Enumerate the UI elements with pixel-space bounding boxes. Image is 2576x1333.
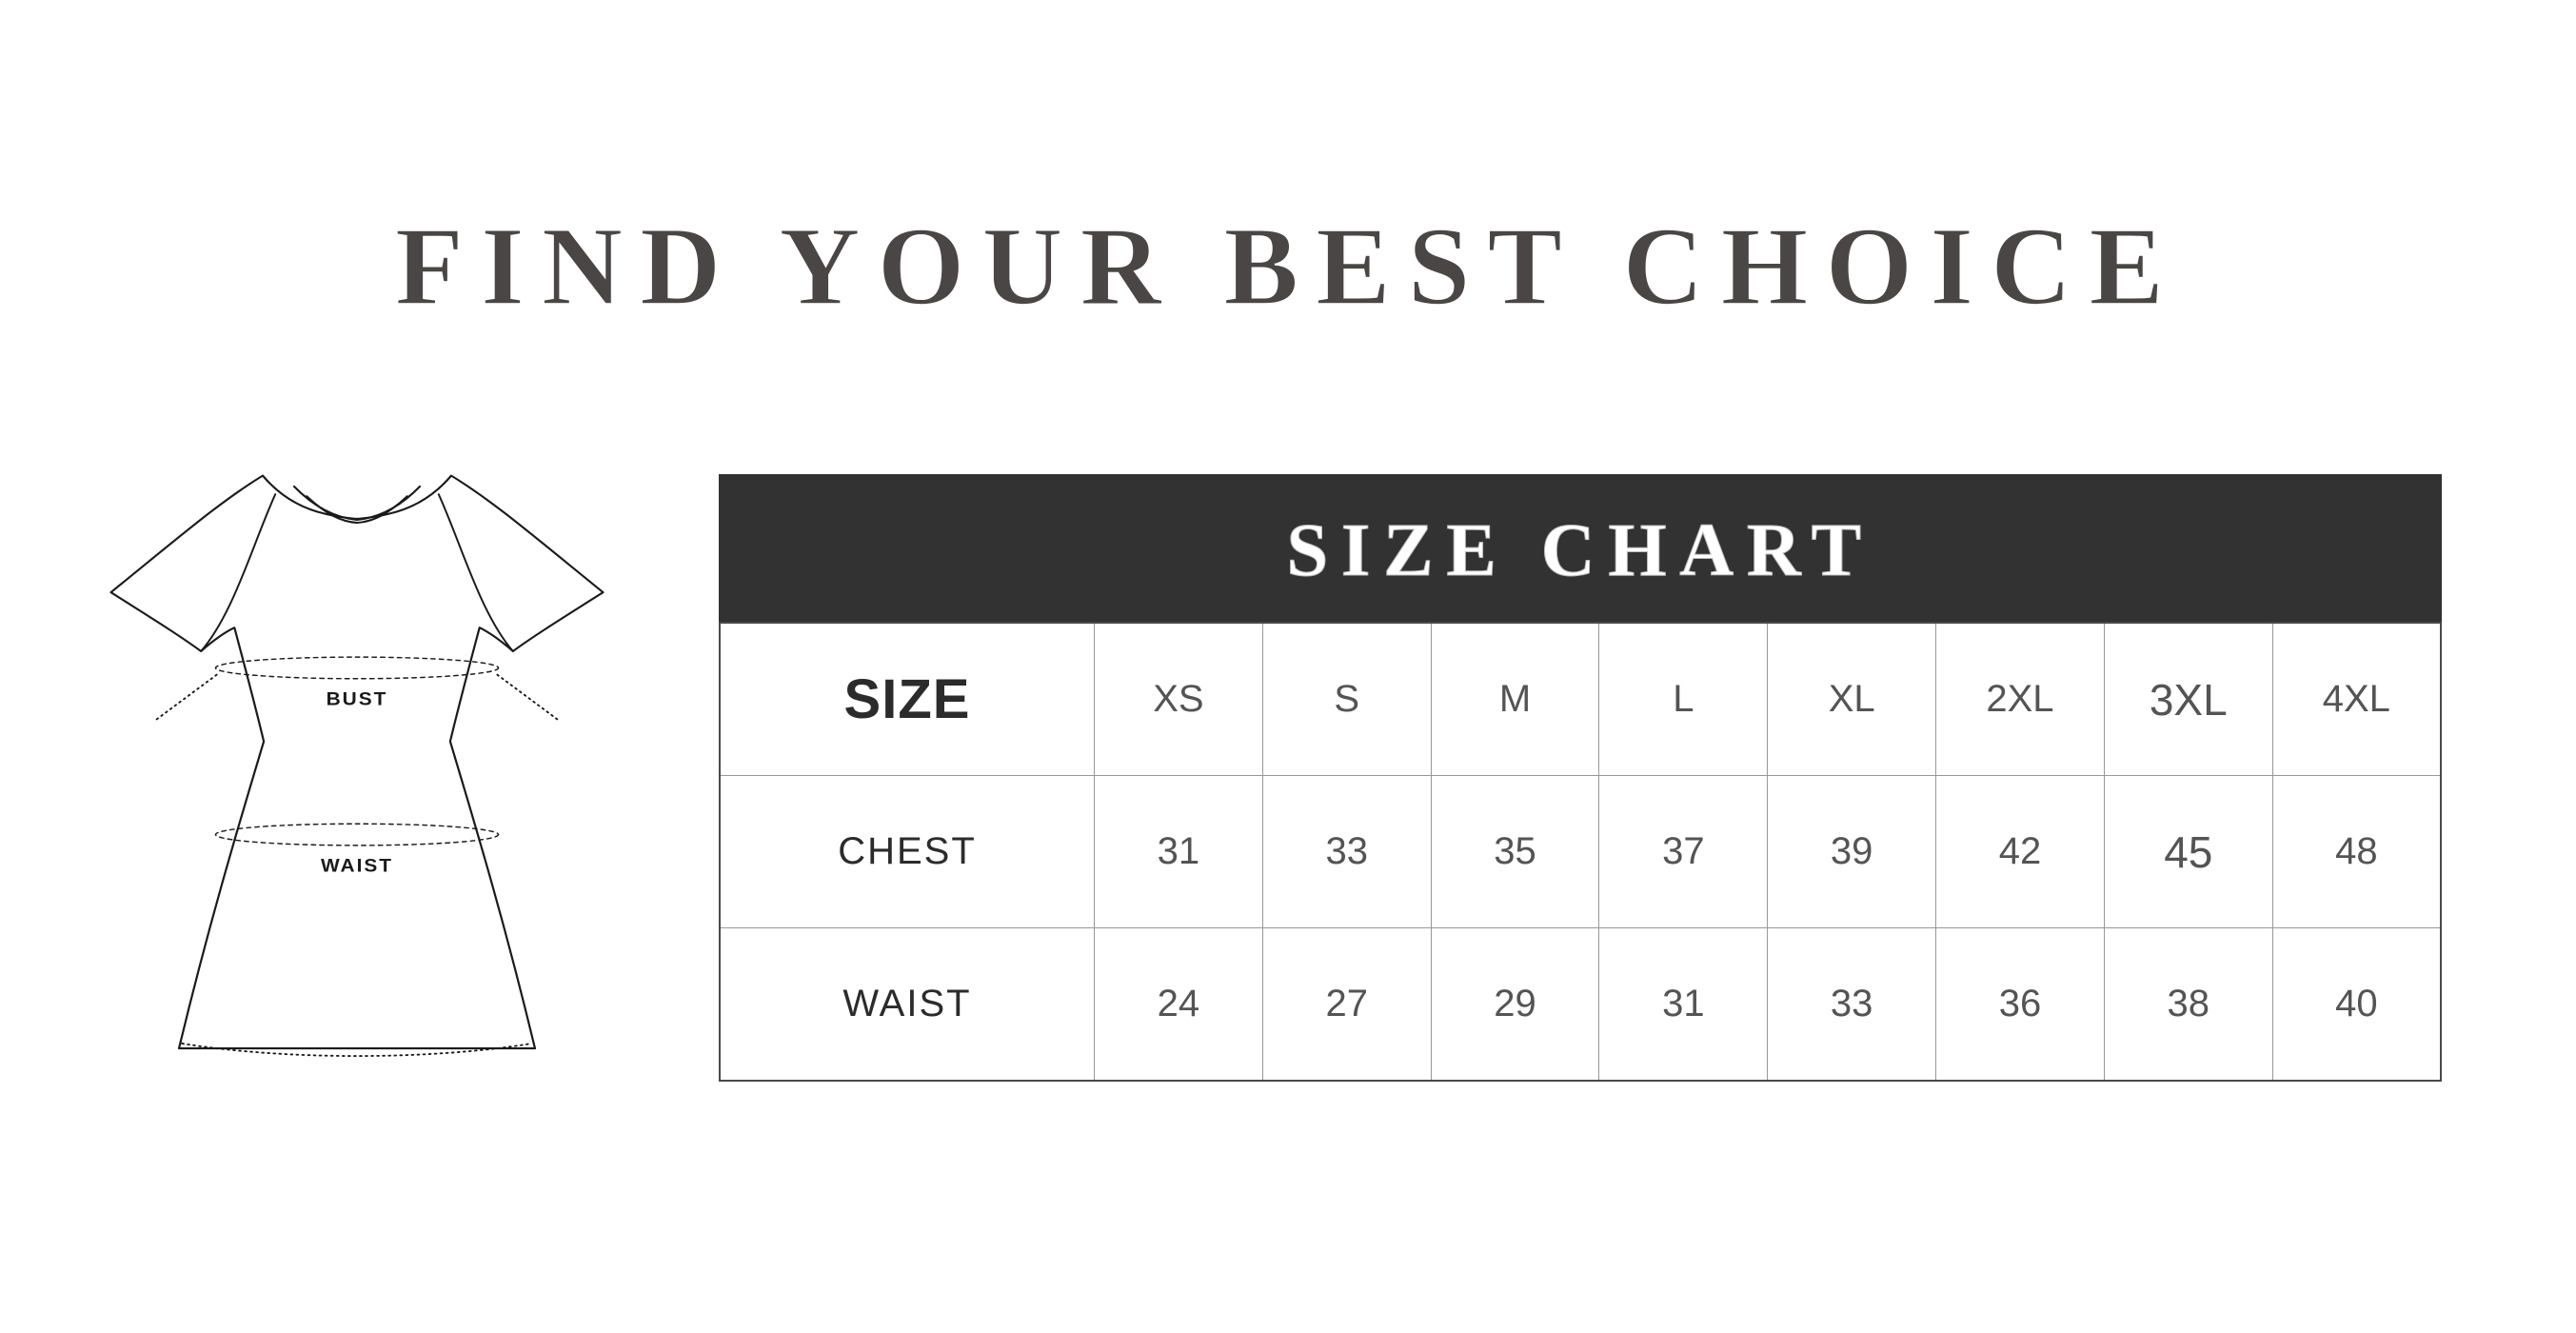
svg-text:FIND YOUR BEST CHOICE: FIND YOUR BEST CHOICE (395, 204, 2181, 328)
svg-text:WAIST: WAIST (321, 856, 393, 876)
svg-text:SIZE CHART: SIZE CHART (1286, 509, 1873, 592)
svg-text:BUST: BUST (327, 689, 388, 709)
